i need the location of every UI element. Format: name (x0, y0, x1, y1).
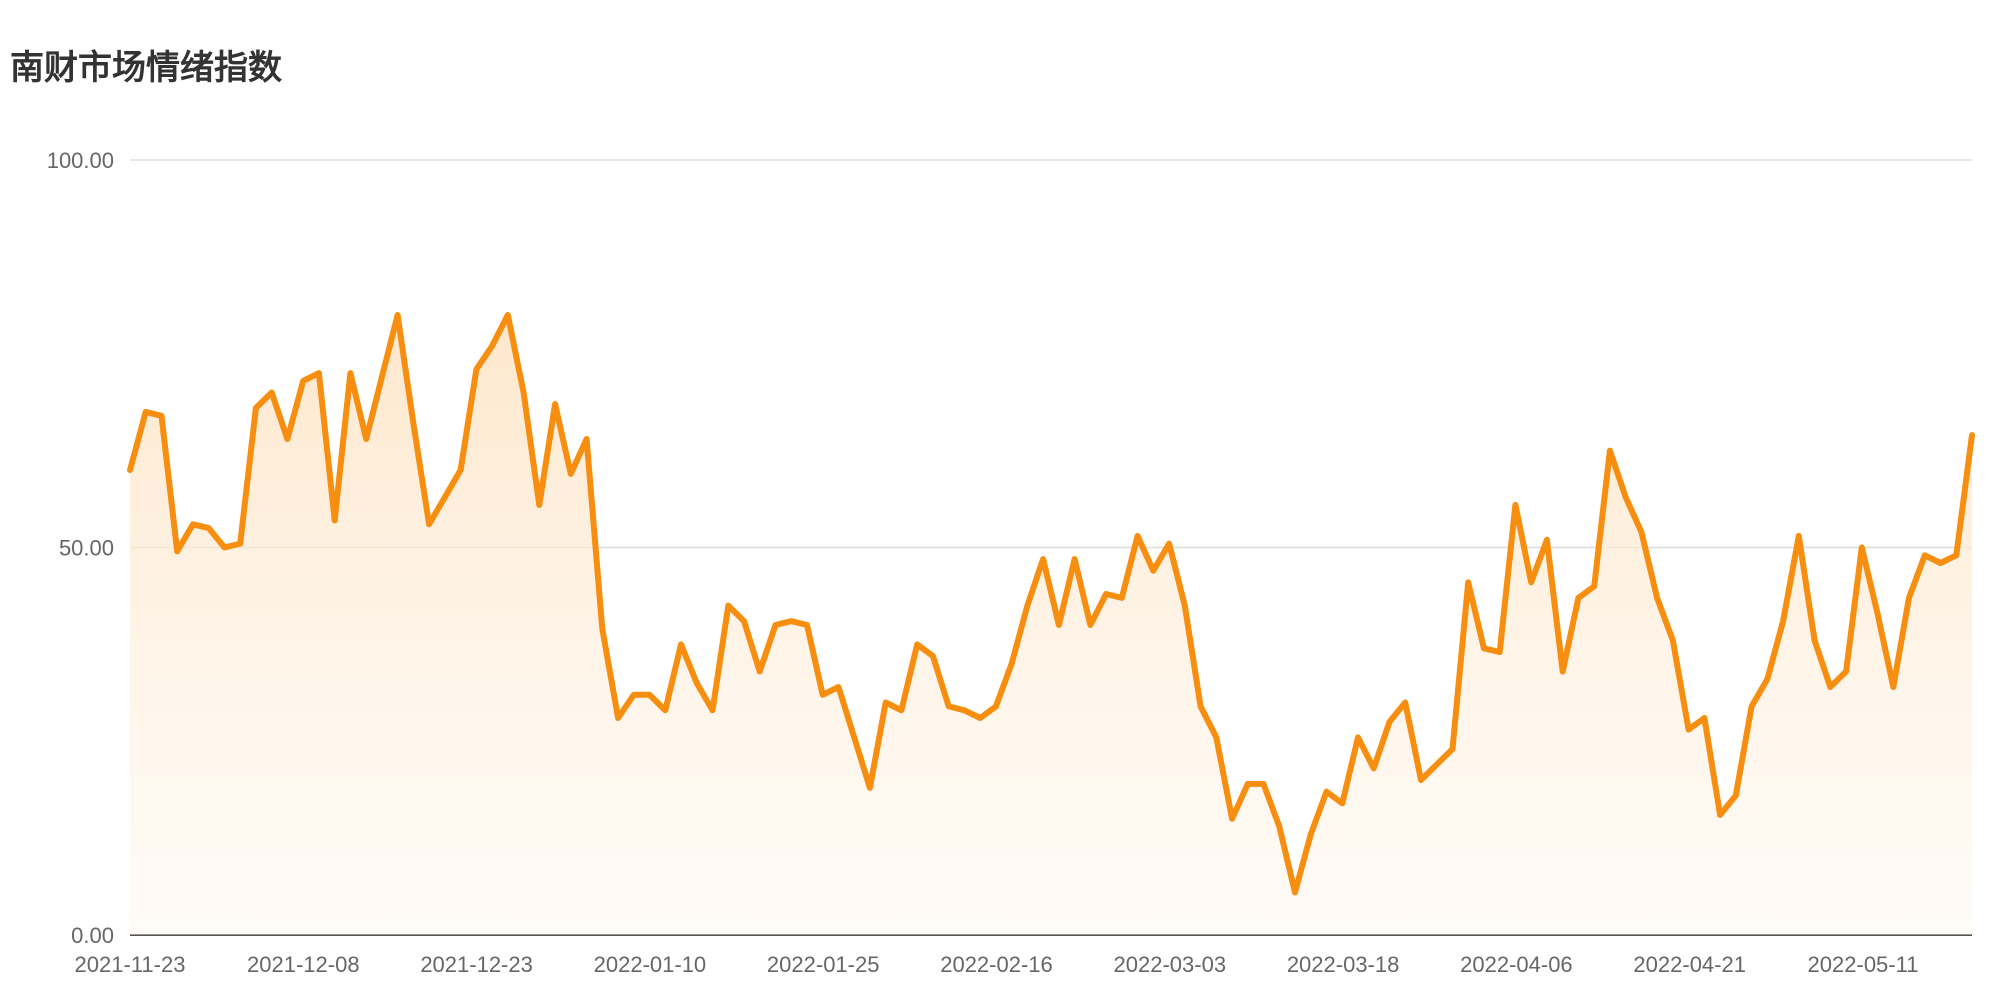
x-tick-label: 2022-03-03 (1114, 952, 1227, 977)
x-tick-label: 2021-11-23 (75, 952, 186, 977)
y-tick-label: 50.00 (59, 536, 114, 561)
x-tick-label: 2022-02-16 (940, 952, 1053, 977)
x-tick-label: 2022-01-10 (594, 952, 707, 977)
x-tick-label: 2022-03-18 (1287, 952, 1400, 977)
x-tick-label: 2022-04-06 (1460, 952, 1573, 977)
y-tick-label: 100.00 (47, 148, 114, 173)
x-tick-label: 2021-12-23 (420, 952, 533, 977)
x-tick-label: 2022-04-21 (1633, 952, 1746, 977)
x-tick-label: 2022-05-11 (1808, 952, 1919, 977)
y-tick-label: 0.00 (71, 923, 114, 948)
chart-title: 南财市场情绪指数 (10, 48, 282, 88)
series-line (127, 312, 1975, 896)
area-fill (130, 315, 1972, 935)
x-tick-label: 2021-12-08 (247, 952, 360, 977)
x-tick-label: 2022-01-25 (767, 952, 880, 977)
